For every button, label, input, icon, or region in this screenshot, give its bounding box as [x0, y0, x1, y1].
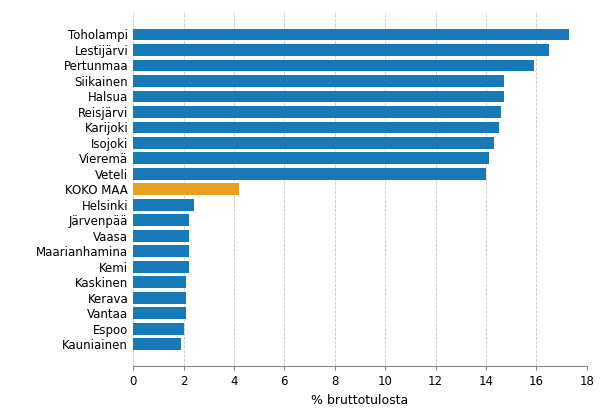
Bar [133, 137, 494, 149]
Bar [133, 168, 486, 180]
Bar [133, 338, 181, 350]
Bar [133, 245, 189, 257]
Bar [133, 215, 189, 226]
Bar [133, 292, 186, 304]
Bar [133, 153, 489, 164]
Bar [133, 199, 194, 210]
Bar [133, 230, 189, 242]
Bar [133, 183, 239, 195]
Bar [133, 276, 186, 288]
Bar [133, 261, 189, 272]
Bar [133, 59, 534, 71]
Bar [133, 307, 186, 319]
X-axis label: % bruttotulosta: % bruttotulosta [312, 394, 408, 407]
Bar [133, 323, 183, 334]
Bar [133, 91, 503, 102]
Bar [133, 75, 503, 87]
Bar [133, 121, 499, 133]
Bar [133, 106, 501, 118]
Bar [133, 29, 569, 40]
Bar [133, 44, 549, 56]
